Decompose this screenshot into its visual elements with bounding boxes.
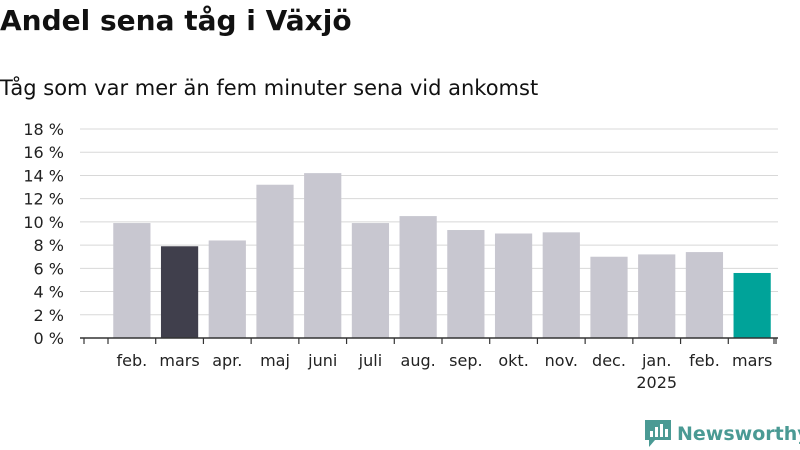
y-tick-label: 4 % [34,283,64,302]
y-tick-label: 18 % [23,120,64,139]
x-tick-label: juli [358,351,382,370]
brand-name: Newsworthy [677,423,800,445]
bar [590,256,628,338]
x-tick-label: aug. [401,351,436,370]
newsworthy-logo: Newsworthy [645,420,800,448]
chart-title: Andel sena tåg i Växjö [0,4,352,37]
bar [256,184,294,338]
x-tick-labels: feb. mars apr. maj juni juli aug. sep. okt. nov. d… [116,351,772,392]
x-tick-label: nov. [545,351,578,370]
x-axis [80,337,778,344]
y-tick-label: 12 % [23,190,64,209]
y-tick-label: 16 % [23,143,64,162]
bar-chart: 0 % 2 % 4 % 6 % 8 % 10 % 12 % 14 % 16 % 18 % feb.… [23,120,778,392]
x-tick-label: maj [260,351,290,370]
x-tick-label: jan. [641,351,671,370]
bar [351,223,390,338]
bar [113,223,151,338]
bar [447,230,485,338]
x-tick-label: feb. [689,351,720,370]
x-tick-label: dec. [592,351,626,370]
bar [399,216,437,338]
x-tick-label: okt. [498,351,528,370]
bar [160,246,199,338]
chart-subtitle: Tåg som var mer än fem minuter sena vid … [0,76,539,100]
y-tick-label: 0 % [34,329,64,348]
bar [494,233,533,338]
bar [208,240,246,338]
bar [638,254,676,338]
bar [304,173,342,338]
y-tick-label: 14 % [23,166,64,185]
x-tick-label: mars [732,351,772,370]
x-tick-label: feb. [116,351,147,370]
bar [733,272,771,338]
x-year-label: 2025 [636,373,677,392]
x-tick-label: juni [307,351,337,370]
y-tick-label: 2 % [34,306,64,325]
x-tick-label: mars [159,351,199,370]
bars [113,173,771,338]
y-tick-label: 10 % [23,213,64,232]
bar [685,252,724,338]
newsworthy-logo-icon [645,420,671,447]
x-tick-label: apr. [212,351,242,370]
y-tick-labels: 0 % 2 % 4 % 6 % 8 % 10 % 12 % 14 % 16 % 18 % [23,120,64,348]
y-tick-label: 6 % [34,259,64,278]
bar [542,232,580,338]
y-tick-label: 8 % [34,236,64,255]
x-tick-label: sep. [449,351,482,370]
